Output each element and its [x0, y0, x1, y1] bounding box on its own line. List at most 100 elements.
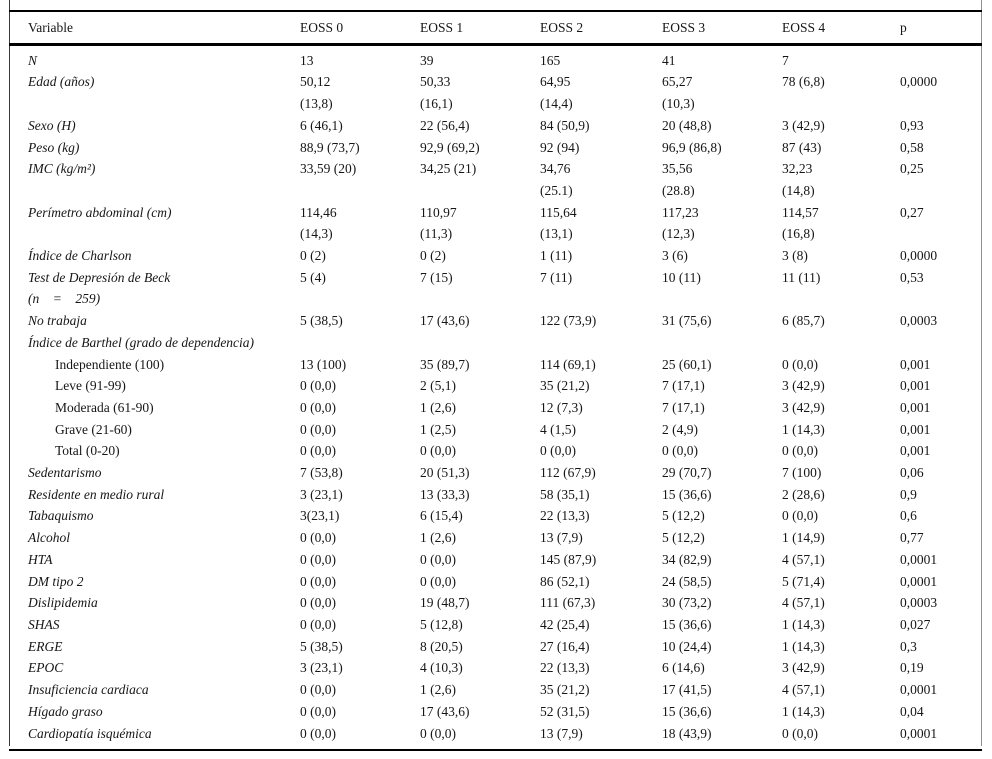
row-label: Sexo (H) [28, 117, 76, 133]
table-cell: 5 (71,4) [782, 573, 825, 589]
table-cell: 15 (36,6) [662, 486, 712, 502]
row-label: EPOC [28, 660, 64, 676]
row-label: Tabaquismo [28, 508, 94, 524]
table-cell: 0,001 [900, 421, 931, 437]
table-cell: 11 (11) [782, 269, 821, 285]
table-cell: 6 (15,4) [420, 508, 463, 524]
table-cell: 0,001 [900, 378, 931, 394]
table-cell: 10 (11) [662, 269, 701, 285]
table-cell: 27 (16,4) [540, 638, 590, 654]
table-cell: 0,77 [900, 530, 924, 546]
row-label: DM tipo 2 [28, 573, 84, 589]
table-cell: 7 (100) [782, 465, 822, 481]
table-cell: 52 (31,5) [540, 703, 590, 719]
table-cell: 1 (2,6) [420, 530, 456, 546]
table-row: Test de Depresión de Beck (n = 259) 5 (4)… [9, 267, 982, 310]
table-row: Tabaquismo 3(23,1) 6 (15,4) 22 (13,3) 5 (12,… [9, 505, 982, 527]
table-row: Peso (kg) 88,9 (73,7) 92,9 (69,2) 92 (94) 96… [9, 137, 982, 159]
table-row: IMC (kg/m²) 33,59 (20) 34,25 (21) 34,76 (25… [9, 158, 982, 201]
table-cell: 0,001 [900, 356, 931, 372]
table-cell: 13 (7,9) [540, 530, 583, 546]
table-cell: 0,9 [900, 486, 917, 502]
column-header-eoss-2: EOSS 2 [540, 11, 662, 46]
table-cell: 42 (25,4) [540, 616, 590, 632]
table-cell: 117,23 (12,3) [662, 204, 699, 242]
table-cell: 3 (6) [662, 248, 688, 264]
table-row: Leve (91-99) 0 (0,0) 2 (5,1) 35 (21,2) 7 (17… [9, 375, 982, 397]
table-cell: 0,0001 [900, 725, 938, 741]
table-cell: 1 (14,3) [782, 638, 825, 654]
table-cell: 114 (69,1) [540, 356, 596, 372]
column-header-eoss-0: EOSS 0 [300, 11, 420, 46]
table-row: SHAS 0 (0,0) 5 (12,8) 42 (25,4) 15 (36,6) 1 (… [9, 614, 982, 636]
table-cell [300, 332, 420, 354]
table-cell: 32,23 (14,8) [782, 161, 815, 198]
table-cell: 92 (94) [540, 139, 580, 155]
table-cell: 7 (53,8) [300, 465, 343, 481]
row-label: Edad (años) [28, 74, 95, 90]
table-row: No trabaja 5 (38,5) 17 (43,6) 122 (73,9) 31 … [9, 310, 982, 332]
table-cell: 110,97 (11,3) [420, 204, 457, 242]
table-row: ERGE 5 (38,5) 8 (20,5) 27 (16,4) 10 (24,4) 1 … [9, 636, 982, 658]
table-row: EPOC 3 (23,1) 4 (10,3) 22 (13,3) 6 (14,6) 3 (… [9, 657, 982, 679]
table-cell: 78 (6,8) [782, 74, 825, 90]
table-cell: 0,0001 [900, 682, 938, 698]
table-cell: 35 (89,7) [420, 356, 470, 372]
table-cell: 0,3 [900, 638, 917, 654]
table-cell: 50,12 (13,8) [300, 74, 333, 112]
table-cell: 5 (12,8) [420, 616, 463, 632]
table-row: Independiente (100) 13 (100) 35 (89,7) 114 … [9, 354, 982, 376]
table-cell: 0,58 [900, 139, 924, 155]
table-row: HTA 0 (0,0) 0 (0,0) 145 (87,9) 34 (82,9) 4 (5… [9, 549, 982, 571]
row-label: Índice de Charlson [28, 248, 132, 264]
table-cell: 4 (57,1) [782, 595, 825, 611]
table-row: Índice de Charlson 0 (2) 0 (2) 1 (11) 3 (6) 3… [9, 245, 982, 267]
row-label: Leve (91-99) [55, 378, 126, 394]
table-row: Grave (21-60) 0 (0,0) 1 (2,5) 4 (1,5) 2 (4,9… [9, 419, 982, 441]
table-cell: 0 (0,0) [300, 703, 336, 719]
table-cell: 15 (36,6) [662, 703, 712, 719]
table-cell: 0 (2) [300, 248, 326, 264]
table-cell: 58 (35,1) [540, 486, 590, 502]
table-cell: 111 (67,3) [540, 595, 596, 611]
table-cell: 5 (38,5) [300, 313, 343, 329]
row-label: IMC (kg/m²) [28, 161, 96, 177]
table-cell: 0 (0,0) [300, 421, 336, 437]
table-cell: 0 (0,0) [662, 443, 698, 459]
table-cell: 122 (73,9) [540, 313, 597, 329]
table-cell: 0 (0,0) [420, 443, 456, 459]
table-cell: 2 (4,9) [662, 421, 698, 437]
table-cell: 34,76 (25.1) [540, 161, 573, 198]
table-cell: 0 (0,0) [300, 530, 336, 546]
table-cell: 17 (43,6) [420, 703, 470, 719]
table-cell: 13 [300, 52, 314, 68]
table-cell: 0 (2) [420, 248, 446, 264]
table-row: N 13 39 165 41 7 [9, 44, 982, 71]
table-cell: 10 (24,4) [662, 638, 712, 654]
table-cell [900, 332, 982, 354]
table-cell: 86 (52,1) [540, 573, 590, 589]
table-cell: 20 (51,3) [420, 465, 470, 481]
table-cell: 1 (14,3) [782, 421, 825, 437]
table-cell: 0 (0,0) [782, 356, 818, 372]
table-cell: 1 (11) [540, 248, 573, 264]
table-cell: 0 (0,0) [300, 573, 336, 589]
row-label: Sedentarismo [28, 465, 102, 481]
table-row: DM tipo 2 0 (0,0) 0 (0,0) 86 (52,1) 24 (58,5… [9, 571, 982, 593]
table-cell: 29 (70,7) [662, 465, 712, 481]
table-cell: 1 (2,6) [420, 399, 456, 415]
row-label: Moderada (61-90) [55, 399, 154, 415]
table-row: Total (0-20) 0 (0,0) 0 (0,0) 0 (0,0) 0 (0,0)… [9, 440, 982, 462]
table-cell: 145 (87,9) [540, 551, 597, 567]
table-cell: 6 (14,6) [662, 660, 705, 676]
table-row: Hígado graso 0 (0,0) 17 (43,6) 52 (31,5) 15 … [9, 701, 982, 723]
table-cell: 0,06 [900, 465, 924, 481]
table-cell [540, 332, 662, 354]
table-cell: 0,001 [900, 443, 931, 459]
table-cell: 39 [420, 52, 434, 68]
row-label: Independiente (100) [55, 356, 165, 372]
table-cell: 0 (0,0) [300, 378, 336, 394]
table-cell: 12 (7,3) [540, 399, 583, 415]
table-cell: 84 (50,9) [540, 117, 590, 133]
